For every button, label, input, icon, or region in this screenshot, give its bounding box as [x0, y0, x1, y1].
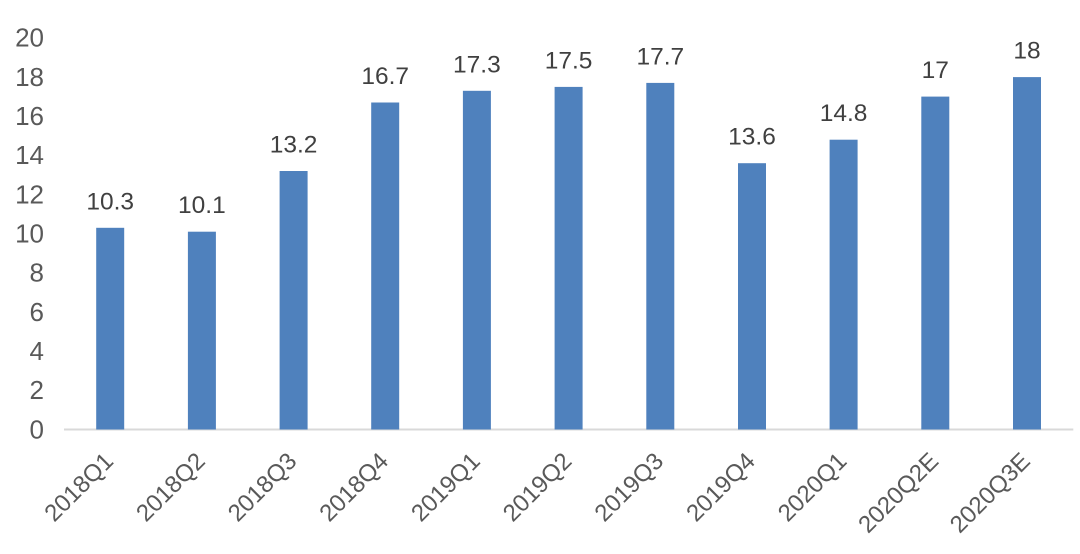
svg-text:2020Q1: 2020Q1	[773, 448, 852, 527]
svg-text:2020Q3E: 2020Q3E	[945, 448, 1036, 539]
svg-text:16: 16	[15, 101, 44, 131]
svg-text:17.7: 17.7	[636, 43, 684, 70]
svg-text:10.1: 10.1	[178, 192, 226, 219]
svg-text:13.6: 13.6	[728, 124, 776, 151]
svg-text:2018Q3: 2018Q3	[223, 448, 302, 527]
svg-text:6: 6	[30, 297, 44, 327]
svg-text:2019Q1: 2019Q1	[406, 448, 485, 527]
svg-text:13.2: 13.2	[270, 132, 318, 159]
svg-text:10: 10	[15, 219, 44, 249]
svg-text:17.5: 17.5	[545, 47, 593, 74]
svg-text:14.8: 14.8	[820, 100, 868, 127]
svg-text:20: 20	[15, 23, 44, 53]
svg-text:14: 14	[15, 140, 44, 170]
svg-text:18: 18	[1013, 38, 1040, 65]
svg-text:2019Q3: 2019Q3	[590, 448, 669, 527]
svg-text:10.3: 10.3	[86, 188, 134, 215]
svg-text:17.3: 17.3	[453, 51, 501, 78]
svg-text:17: 17	[922, 57, 949, 84]
svg-text:16.7: 16.7	[361, 63, 409, 90]
svg-text:2018Q4: 2018Q4	[314, 448, 393, 527]
svg-text:18: 18	[15, 62, 44, 92]
svg-text:2019Q2: 2019Q2	[498, 448, 577, 527]
svg-text:2019Q4: 2019Q4	[681, 448, 760, 527]
svg-text:12: 12	[15, 179, 44, 209]
svg-text:0: 0	[30, 414, 44, 444]
svg-text:2018Q1: 2018Q1	[39, 448, 118, 527]
svg-text:2018Q2: 2018Q2	[131, 448, 210, 527]
svg-text:2: 2	[30, 375, 44, 405]
svg-text:8: 8	[30, 258, 44, 288]
svg-text:4: 4	[30, 336, 44, 366]
svg-text:2020Q2E: 2020Q2E	[853, 448, 944, 539]
